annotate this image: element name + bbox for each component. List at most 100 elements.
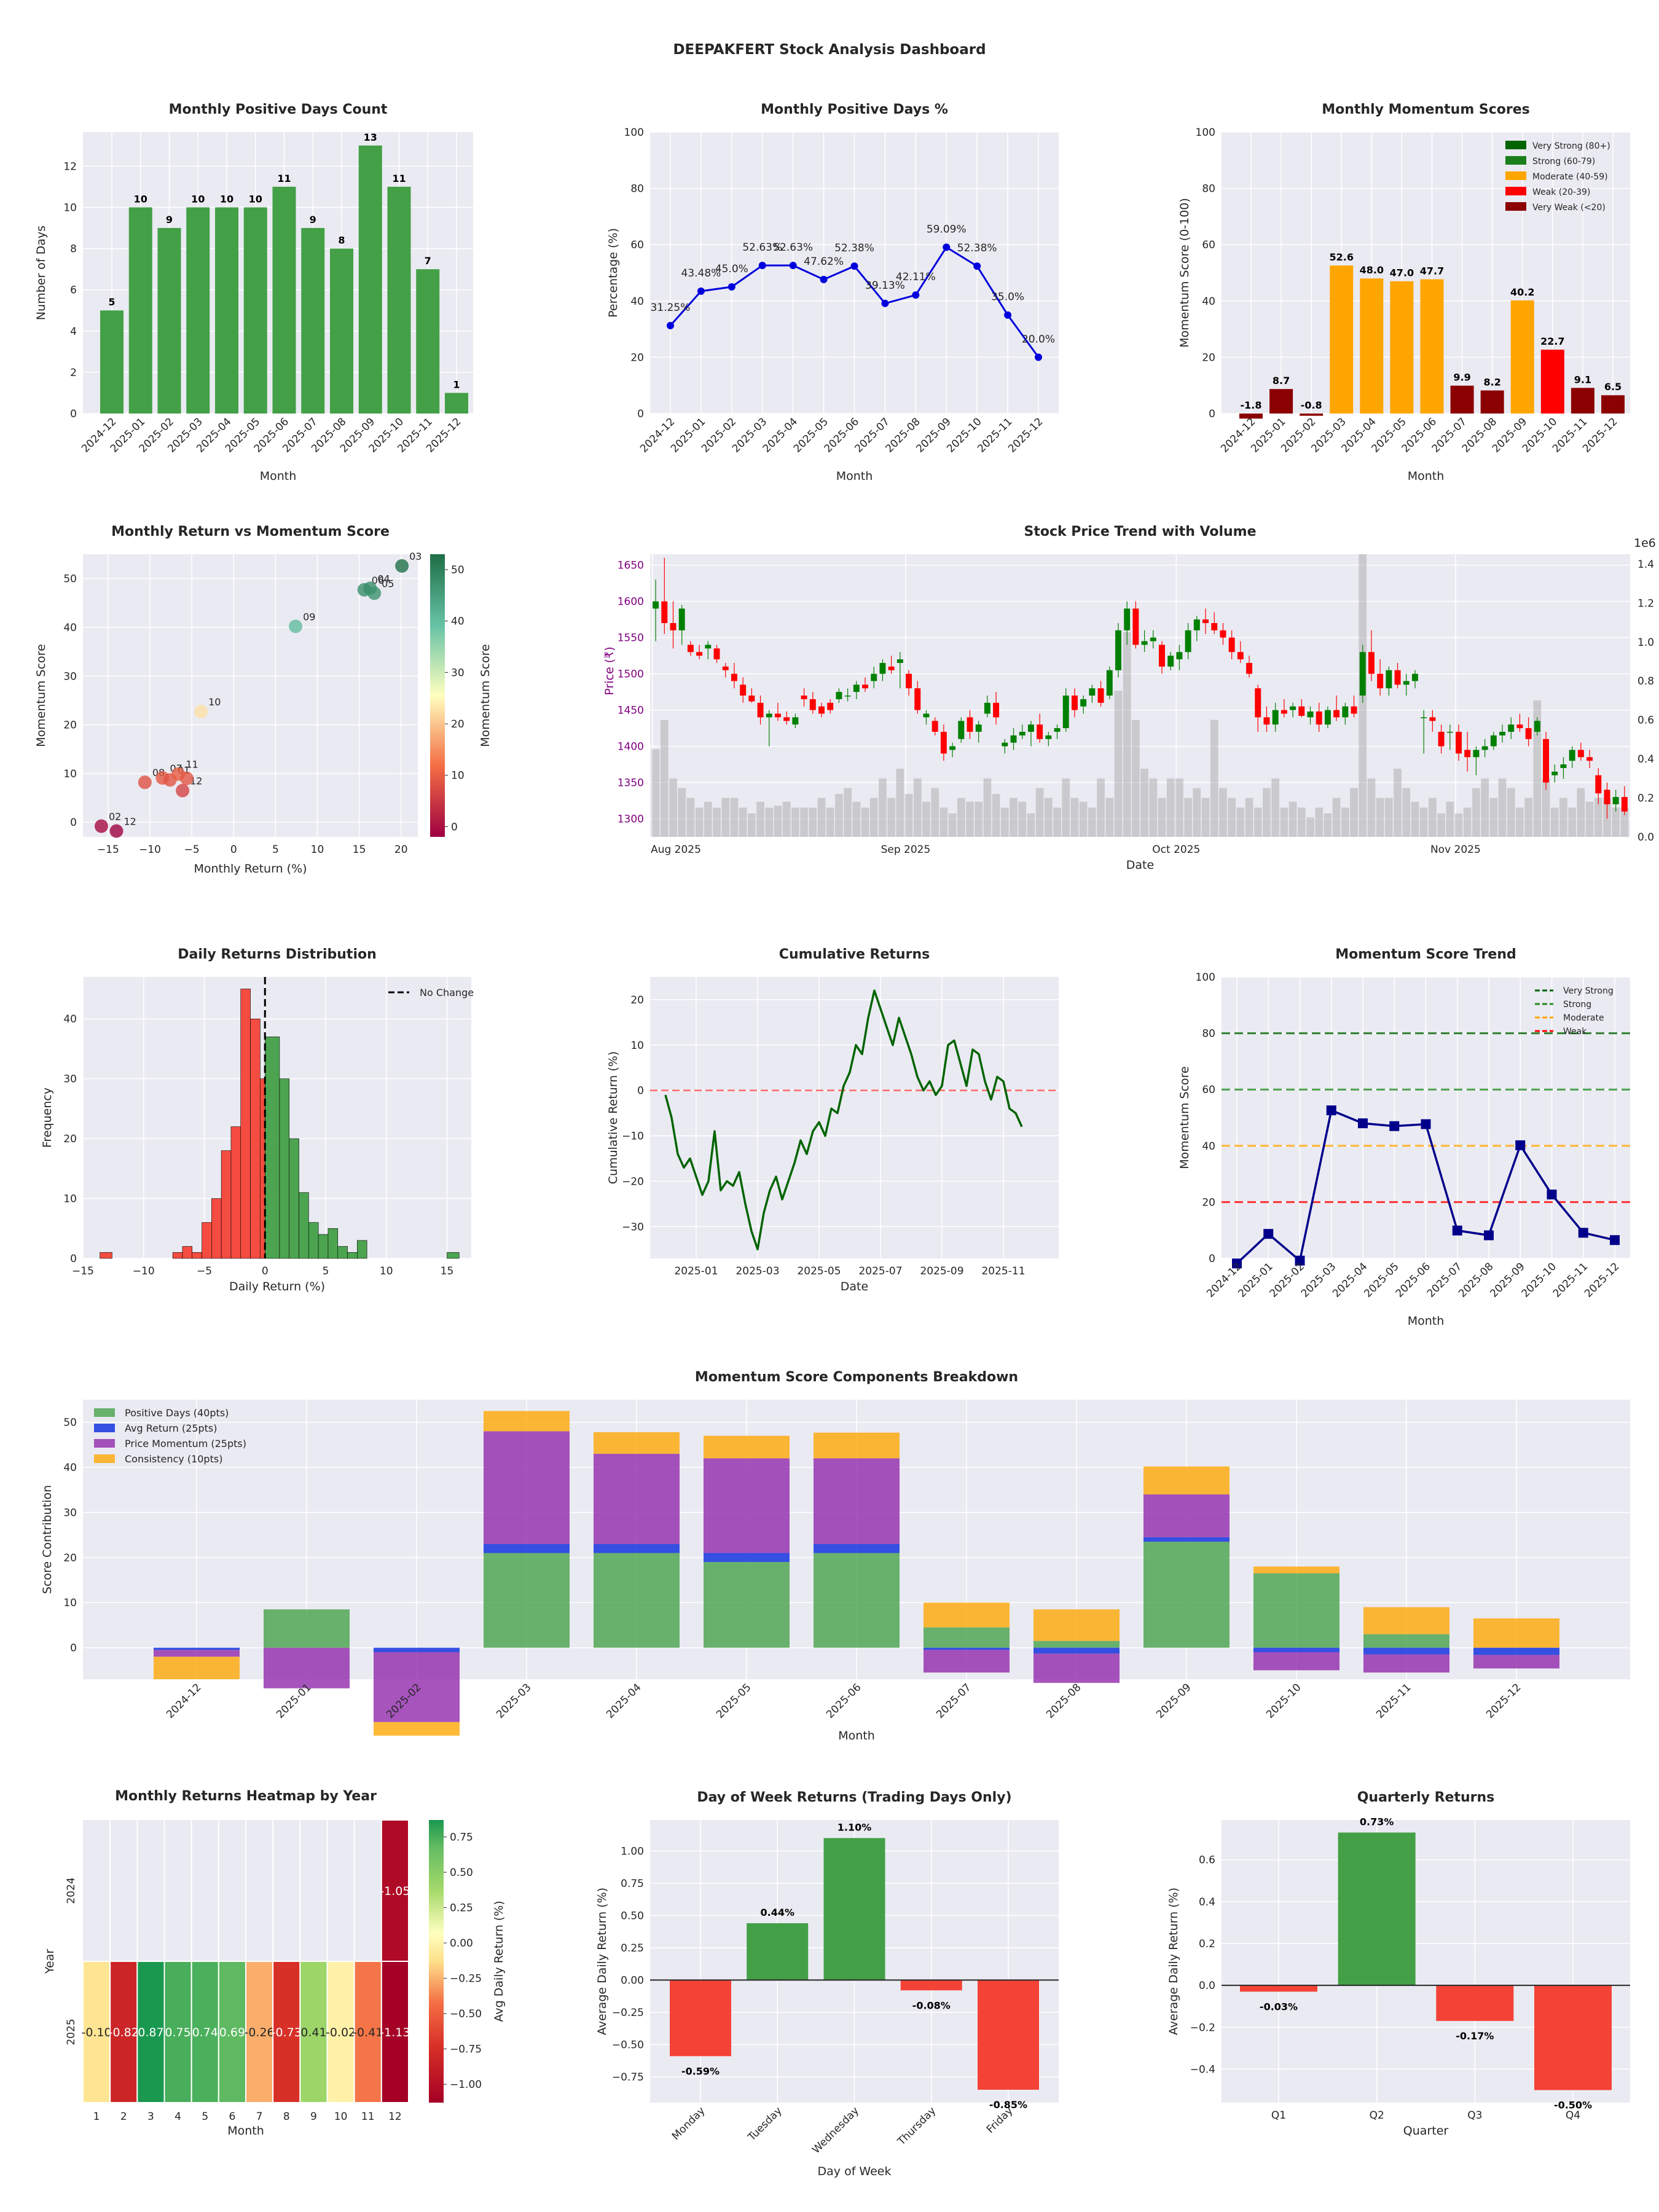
legend-label: Very Strong (1563, 986, 1614, 996)
data-point (758, 261, 766, 269)
x-tick-label: 5 (272, 844, 279, 856)
stacked-bar-segment (1363, 1654, 1449, 1673)
candle-body (1438, 731, 1445, 747)
y-tick-label: 2024 (65, 1877, 77, 1904)
x-tick-label: 12 (388, 2111, 402, 2123)
volume-bar (1568, 807, 1577, 837)
stacked-bar-segment (484, 1431, 570, 1544)
volume-bar (800, 807, 808, 837)
y-tick-label: −0.4 (1190, 2063, 1215, 2076)
trend-marker (1326, 1105, 1336, 1116)
bar (1269, 389, 1293, 414)
x-tick-label: 4 (175, 2111, 181, 2123)
chart-title: Monthly Positive Days Count (169, 102, 388, 117)
candle-body (1316, 711, 1322, 725)
x-tick-label: 8 (283, 2111, 290, 2123)
data-label: 52.38% (957, 242, 997, 254)
x-tick-label: Oct 2025 (1152, 844, 1200, 856)
bar (747, 1923, 809, 1980)
volume-bar (1184, 798, 1193, 837)
x-tick-label: Q1 (1271, 2109, 1286, 2122)
legend-label: Strong (60-79) (1532, 157, 1595, 167)
y-tick-label: 100 (1196, 127, 1215, 139)
y-axis-label: Avg Daily Return (%) (492, 1900, 506, 2022)
y-tick-label: 1650 (618, 560, 644, 572)
volume-bar (975, 801, 983, 837)
volume-bar (1384, 798, 1393, 837)
volume-bar (1324, 813, 1332, 837)
x-tick-label: 1 (93, 2111, 100, 2123)
volume-bar (852, 801, 861, 837)
stacked-bar-segment (484, 1543, 570, 1553)
bar (978, 1980, 1039, 2090)
bar-value-label: 13 (364, 131, 377, 143)
data-label: 42.11% (896, 271, 936, 283)
volume-bar (1193, 788, 1201, 837)
volume-bar (1437, 813, 1445, 837)
stacked-bar-segment (1033, 1653, 1120, 1683)
candle-body (792, 717, 799, 725)
legend-label: Strong (1563, 1000, 1591, 1010)
volume-bar (756, 801, 764, 837)
bar-value-label: 11 (392, 173, 406, 184)
volume-bar (1245, 798, 1253, 837)
y-tick-label: 1450 (618, 705, 644, 717)
legend-label: Positive Days (40pts) (125, 1407, 229, 1419)
candle-body (1394, 670, 1401, 685)
volume-bar (931, 788, 939, 837)
candle-body (1411, 673, 1418, 681)
stacked-bar-segment (594, 1432, 680, 1454)
y-tick-label: 60 (630, 239, 644, 251)
positive-days-pct-panel: Monthly Positive Days % 0 20 40 60 80 100 31.25… (606, 102, 1059, 483)
stacked-bar-segment (154, 1657, 240, 1679)
bar-value-label: 0.44% (760, 1907, 794, 1918)
histogram-bar (202, 1222, 212, 1259)
trend-marker (1515, 1140, 1526, 1150)
y-tick-label: 60 (1202, 239, 1215, 251)
heatmap-cell-label: -1.05 (380, 1885, 410, 1898)
bar (1510, 300, 1534, 414)
candle-body (1290, 706, 1296, 710)
stacked-bar-segment (1143, 1542, 1230, 1648)
colorbar-tick-label: −0.50 (450, 2008, 482, 2020)
dashboard-title: DEEPAKFERT Stock Analysis Dashboard (673, 42, 986, 58)
stacked-bar-segment (1473, 1647, 1559, 1655)
candle-body (757, 702, 764, 718)
x-tick-label: 10 (380, 1265, 393, 1277)
x-axis-label: Date (1126, 858, 1154, 872)
candle-body (1237, 652, 1244, 660)
volume-bar (1201, 798, 1210, 837)
candle-body (1097, 688, 1104, 703)
y-tick-label: 0 (1209, 408, 1215, 420)
y-tick-label: 80 (630, 183, 644, 195)
x-tick-label: −5 (184, 844, 200, 856)
stacked-bar-segment (924, 1650, 1010, 1673)
y-tick-label: 2 (70, 367, 77, 379)
heatmap-cell-label: -0.82 (109, 2026, 139, 2039)
bar (1480, 390, 1504, 414)
stacked-bar-segment (154, 1647, 240, 1650)
y-tick-label: 30 (63, 1073, 77, 1086)
bar (243, 207, 267, 414)
volume-bar (1105, 798, 1114, 837)
candle-body (1464, 750, 1471, 758)
candle-body (1456, 731, 1462, 754)
candle-body (801, 696, 807, 699)
chart-title: Daily Returns Distribution (178, 947, 377, 962)
volume-bar (1533, 700, 1542, 837)
x-tick-label: −10 (133, 1265, 155, 1277)
y-tick-label: 0.25 (621, 1942, 644, 1955)
histogram-bar (192, 1252, 202, 1259)
quarterly-returns-panel: Quarterly Returns −0.4 −0.2 0.0 0.2 0.4 0.6 -0.… (1167, 1790, 1630, 2138)
scatter-point (94, 819, 108, 833)
volume-bar (1297, 807, 1306, 837)
volume-bar (1236, 807, 1245, 837)
volume-bar (1542, 778, 1550, 837)
components-breakdown-panel: Momentum Score Components Breakdown 0 10 20… (41, 1370, 1630, 1743)
volume-bar (1253, 807, 1262, 837)
volume-bar (1524, 798, 1533, 837)
stacked-bar-segment (154, 1650, 240, 1657)
volume-bar (1280, 807, 1288, 837)
y-tick-label: 10 (63, 202, 77, 214)
y-axis-label: Momentum Score (34, 644, 48, 747)
